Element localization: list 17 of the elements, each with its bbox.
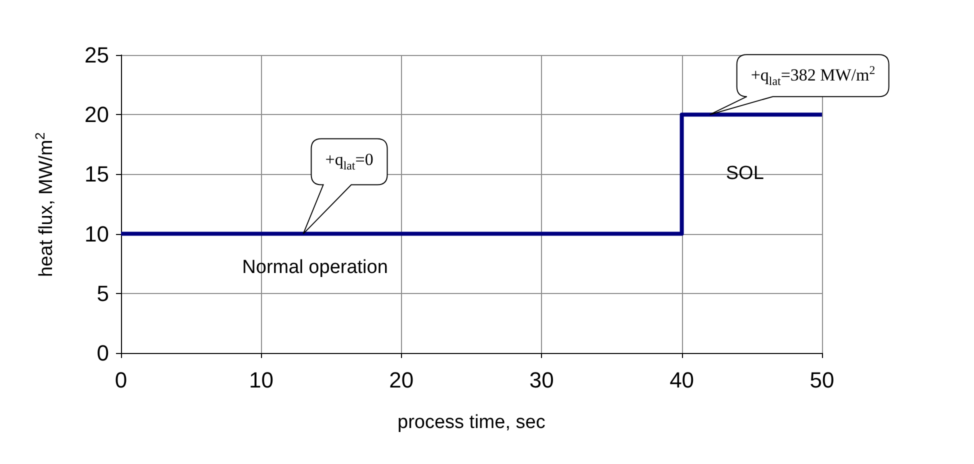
annotation: +q$_{lat}$=382 MW/m$^{2}$ — [750, 62, 876, 89]
y-tick-label: 25 — [84, 42, 109, 68]
y-tick-label: 0 — [96, 340, 109, 366]
y-tick-label: 10 — [84, 221, 109, 246]
x-tick-label: 0 — [114, 368, 128, 392]
annotation: +q$_{lat}$=0 — [325, 150, 374, 174]
x-tick-label: 10 — [248, 368, 274, 392]
x-tick-label: 40 — [670, 368, 694, 392]
x-tick-label: 20 — [389, 368, 414, 392]
x-axis-title: process time, sec — [398, 412, 546, 434]
y-tick-label: 15 — [84, 162, 109, 187]
annotation: SOL — [726, 163, 764, 186]
y-tick-label: 5 — [96, 280, 109, 306]
x-tick-label: 50 — [810, 368, 834, 392]
annotation: Normal operation — [242, 257, 388, 280]
x-tick-label: 30 — [529, 368, 554, 392]
y-tick-label: 20 — [84, 102, 109, 128]
